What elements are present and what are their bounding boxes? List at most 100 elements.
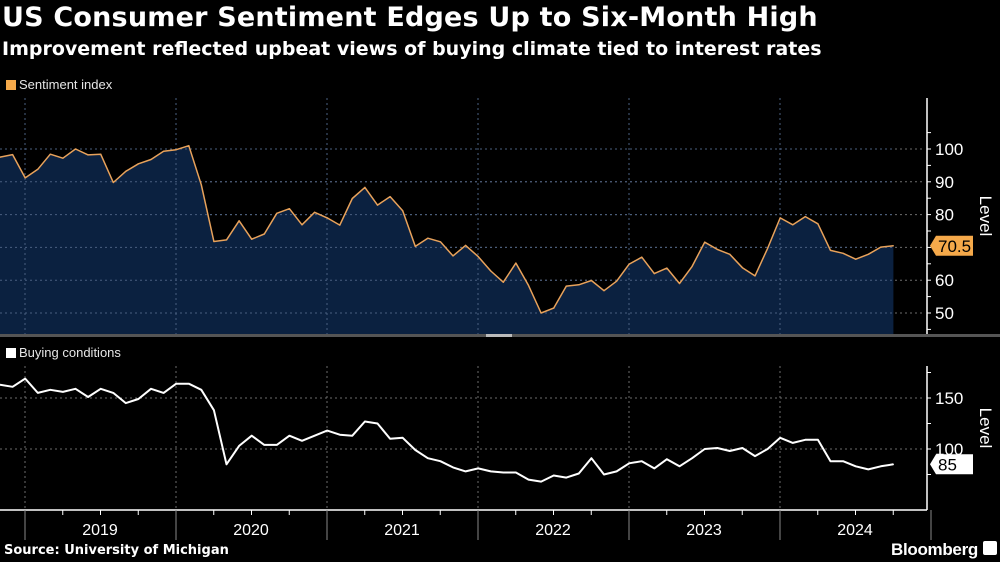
data-point: [729, 253, 731, 255]
data-point: [590, 457, 593, 459]
data-point: [842, 252, 844, 254]
data-point: [364, 420, 366, 423]
x-tick-label: 2024: [837, 522, 873, 539]
data-point: [527, 284, 530, 286]
data-point: [37, 392, 39, 394]
data-point: [628, 263, 630, 265]
legend-swatch-buying: [6, 347, 16, 358]
data-point: [251, 238, 253, 240]
data-point: [376, 204, 379, 206]
data-point: [817, 439, 819, 441]
data-point: [616, 470, 618, 472]
data-point: [666, 267, 668, 269]
legend-label-buying: Buying conditions: [19, 345, 121, 360]
y-axis-title: Level: [976, 196, 995, 237]
data-point: [653, 467, 655, 469]
data-point: [238, 445, 240, 447]
legend-sentiment: Sentiment index: [6, 77, 112, 92]
data-point: [880, 465, 882, 467]
data-point: [0, 384, 1, 386]
buying-conditions-panel: 100 150 Level 85: [0, 366, 995, 510]
data-point: [553, 474, 555, 477]
data-point: [188, 145, 190, 147]
data-point: [540, 312, 542, 314]
data-point: [855, 258, 857, 260]
data-point: [87, 154, 89, 156]
data-point: [137, 398, 139, 400]
x-tick-label: 2020: [233, 522, 269, 539]
data-point: [452, 255, 454, 257]
y-tick-label: 150: [935, 389, 963, 408]
data-point: [892, 245, 895, 247]
data-point: [389, 196, 391, 198]
data-point: [427, 457, 429, 459]
bloomberg-chart-icon: [983, 541, 997, 555]
data-point: [515, 262, 517, 264]
x-axis: 2019 2020 2021 2022 2023 2024: [0, 334, 1000, 540]
last-value-label: 85: [938, 455, 957, 474]
data-point: [100, 388, 102, 390]
x-tick-label: 2021: [384, 522, 420, 539]
legend-buying: Buying conditions: [6, 345, 121, 360]
data-point: [590, 279, 593, 282]
data-point: [704, 448, 706, 450]
data-point: [502, 471, 504, 474]
data-point: [603, 473, 605, 476]
panel-resize-handle: [486, 334, 512, 337]
sentiment-line: [0, 144, 894, 314]
data-point: [867, 468, 869, 470]
data-point: [767, 247, 769, 249]
chart-subtitle: Improvement reflected upbeat views of bu…: [2, 38, 822, 60]
data-point: [829, 249, 832, 251]
data-point: [200, 184, 202, 186]
x-tick-label: 2019: [82, 522, 118, 539]
data-point: [74, 388, 77, 390]
last-value-badge: [930, 454, 973, 475]
data-point: [427, 237, 429, 239]
data-point: [376, 422, 379, 425]
data-point: [402, 210, 404, 212]
y-axis-title: Level: [976, 408, 995, 449]
data-point: [439, 460, 441, 462]
data-point: [804, 439, 806, 441]
data-point: [74, 148, 77, 150]
data-point: [691, 265, 693, 267]
data-point: [653, 273, 655, 275]
data-point: [616, 280, 618, 282]
data-point: [414, 245, 416, 247]
data-point: [817, 223, 819, 225]
data-point: [678, 465, 681, 467]
x-tick-label: 2022: [535, 522, 571, 539]
data-point: [288, 208, 290, 210]
source-note: Source: University of Michigan: [4, 543, 229, 558]
data-point: [767, 448, 769, 450]
data-point: [125, 170, 127, 172]
data-point: [490, 270, 492, 272]
data-point: [502, 281, 504, 283]
data-point: [213, 409, 215, 411]
data-point: [351, 435, 353, 437]
last-value-label: 70.5: [938, 237, 971, 256]
data-point: [150, 158, 152, 161]
data-point: [238, 220, 240, 222]
data-point: [578, 284, 580, 286]
data-point: [741, 447, 744, 449]
y-tick-label: 50: [935, 304, 954, 323]
legend-swatch-sentiment: [6, 79, 16, 90]
data-point: [24, 378, 26, 380]
data-point: [49, 153, 51, 155]
data-point: [125, 402, 127, 404]
data-point: [804, 216, 806, 218]
data-point: [326, 430, 328, 432]
legend-label-sentiment: Sentiment index: [19, 77, 113, 92]
data-point: [741, 267, 744, 269]
data-point: [112, 392, 114, 394]
data-point: [163, 150, 165, 152]
data-point: [880, 246, 882, 248]
data-point: [465, 244, 467, 246]
data-point: [842, 460, 844, 462]
data-point: [175, 149, 177, 151]
data-point: [527, 479, 530, 481]
data-point: [200, 389, 202, 391]
